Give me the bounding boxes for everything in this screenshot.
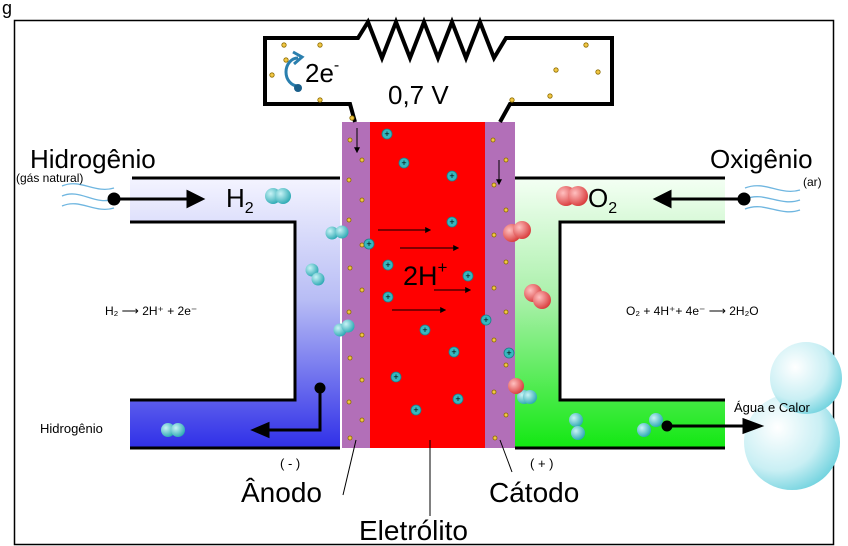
svg-text:+: + (401, 158, 406, 168)
pointer-lines (342, 439, 513, 516)
oxygen-chamber-walls (515, 176, 725, 450)
oxygen-inlet-wind (744, 185, 801, 213)
svg-text:+: + (385, 260, 390, 270)
cathode-electrode (485, 122, 515, 448)
h2-label: H2 (226, 183, 254, 217)
svg-text:+: + (506, 348, 511, 358)
oxygen-chamber (515, 178, 725, 448)
protons: + + + + + + + + + + + + + + + (363, 128, 515, 416)
protons-label: 2H+ (403, 258, 448, 291)
svg-text:+: + (384, 129, 389, 139)
hydrogen-chamber-walls (130, 176, 340, 450)
svg-text:+: + (455, 394, 460, 404)
svg-text:+: + (385, 292, 390, 302)
electron-flow-arrow-head (292, 50, 305, 66)
external-circuit-wire (263, 16, 614, 123)
anode-electrode (342, 122, 370, 448)
cathode-sign: ( + ) (530, 456, 553, 471)
svg-text:+: + (449, 217, 454, 227)
anode-sign: ( - ) (280, 456, 300, 471)
svg-text:+: + (483, 315, 488, 325)
water-heat-label: Água e Calor (734, 400, 811, 415)
electrolyte (370, 122, 485, 448)
hydrogen-outlet-label: Hidrogênio (40, 421, 103, 436)
anode-equation: H₂ ⟶ 2H⁺ + 2e⁻ (105, 304, 197, 318)
cathode-label: Cátodo (489, 477, 579, 508)
anode-label: Ânodo (241, 477, 322, 508)
caption-fragment: g (2, 0, 12, 18)
svg-text:+: + (449, 171, 454, 181)
flow-arrows (107, 189, 765, 439)
cathode-equation: O₂ + 4H⁺+ 4e⁻ ⟶ 2H₂O (626, 304, 759, 318)
hydrogen-inlet-wind (61, 183, 115, 210)
svg-text:+: + (422, 325, 427, 335)
svg-text:+: + (413, 405, 418, 415)
voltage-label: 0,7 V (388, 80, 449, 110)
electron-flow-arrow (284, 56, 299, 88)
hydrogen-title: Hidrogênio (30, 144, 156, 174)
svg-text:+: + (451, 347, 456, 357)
electron-dot (294, 84, 302, 92)
hydrogen-molecules (161, 188, 663, 440)
svg-text:+: + (366, 239, 371, 249)
oxygen-subtitle: (ar) (803, 175, 822, 189)
hydrogen-subtitle: (gás natural) (16, 171, 83, 185)
svg-text:+: + (465, 271, 470, 281)
svg-text:+: + (393, 372, 398, 382)
wire-electrons (269, 42, 601, 121)
o2-label: O2 (588, 183, 617, 217)
oxygen-molecules (503, 186, 588, 394)
electrons-label: 2e- (305, 57, 339, 88)
electrolyte-label: Eletrólito (359, 515, 468, 546)
electrode-electrons (346, 137, 509, 441)
proton-flow-arrows (378, 227, 472, 313)
water-heat-cloud (744, 342, 842, 490)
oxygen-title: Oxigênio (710, 144, 813, 174)
